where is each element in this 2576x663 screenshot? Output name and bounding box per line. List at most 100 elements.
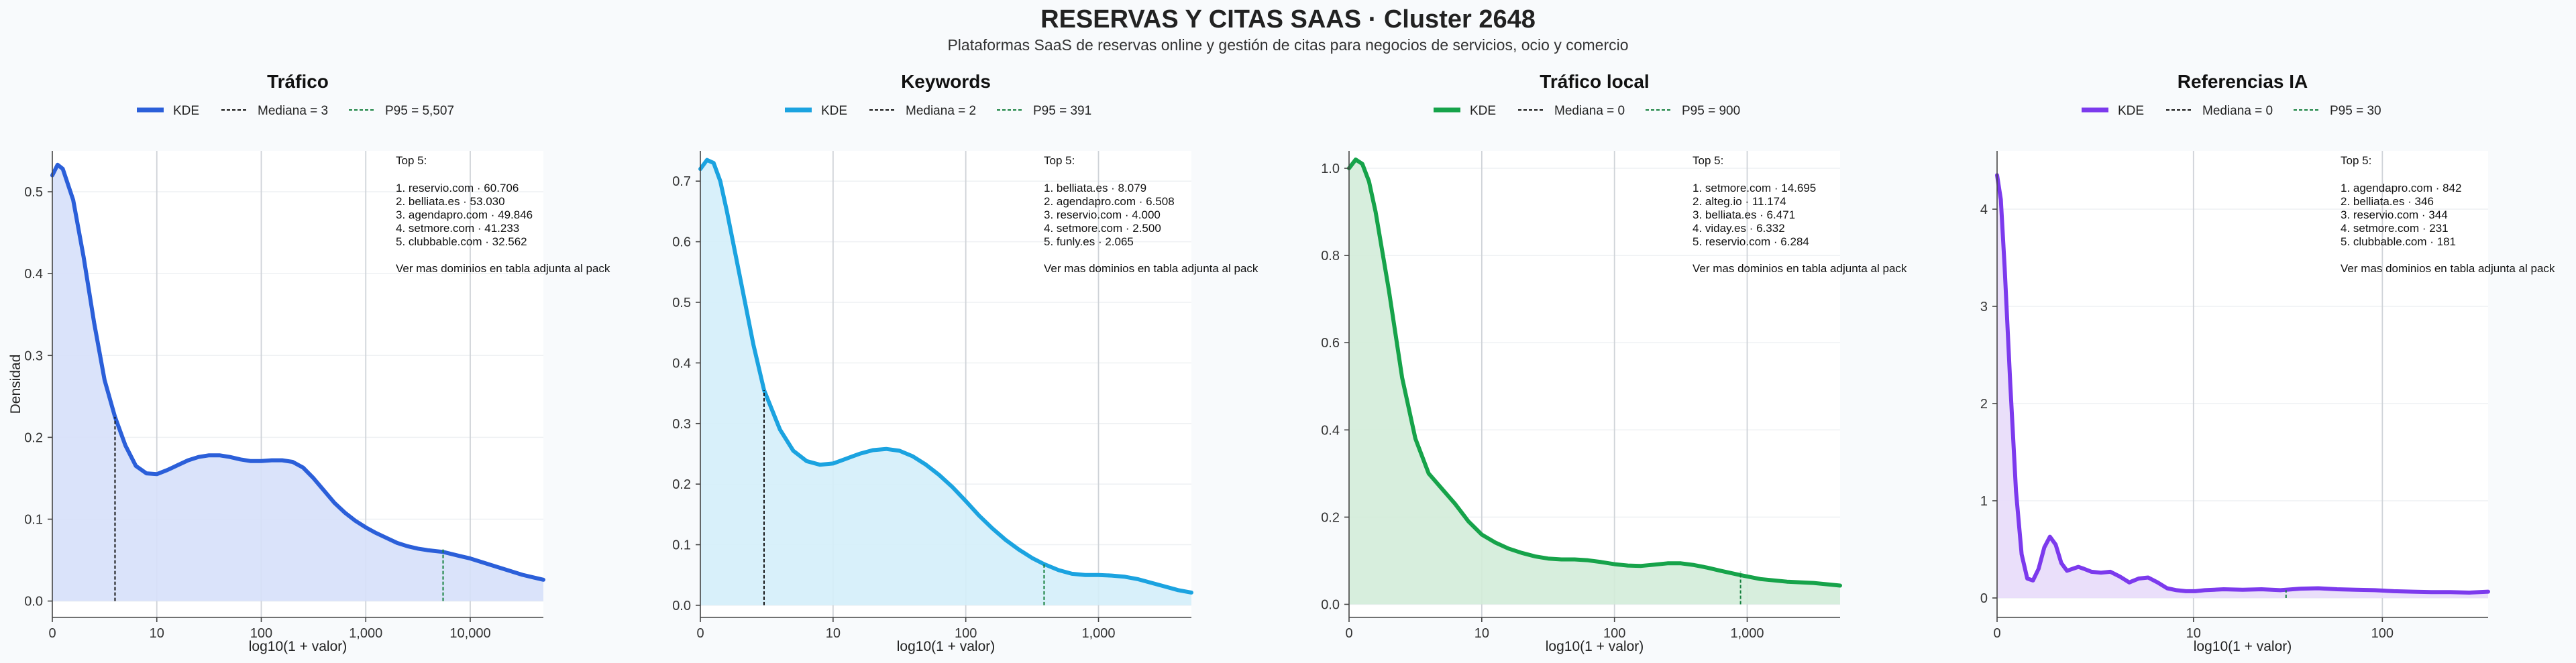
y-tick-label: 0.8 (1321, 249, 1340, 263)
top5-footnote: Ver mas dominios en tabla adjunta al pac… (2341, 262, 2555, 275)
legend-label-median: Mediana = 2 (906, 104, 976, 118)
x-tick-label: 10,000 (449, 626, 490, 641)
panel-title: Referencias IA (2178, 71, 2308, 92)
top5-heading: Top 5: (1693, 154, 1723, 167)
top5-heading: Top 5: (2341, 154, 2371, 167)
top5-item: 1. belliata.es · 8.079 (1044, 182, 1146, 194)
kde-line (50, 162, 545, 582)
x-tick-label: 1,000 (1081, 626, 1115, 641)
kde-area (700, 160, 1191, 605)
x-tick-label: 100 (2371, 626, 2394, 641)
y-tick-label: 1.0 (1321, 162, 1340, 176)
y-tick-label: 0.2 (672, 477, 691, 492)
y-tick-label: 0.4 (24, 267, 43, 282)
top5-item: 2. agendapro.com · 6.508 (1044, 195, 1175, 208)
x-tick-label: 10 (826, 626, 841, 641)
page-subtitle: Plataformas SaaS de reservas online y ge… (947, 36, 1629, 54)
y-tick-label: 4 (1980, 202, 1988, 217)
top5-item: 4. viday.es · 6.332 (1693, 222, 1785, 235)
y-tick-label: 0.1 (672, 538, 691, 553)
top5-footnote: Ver mas dominios en tabla adjunta al pac… (1044, 262, 1258, 275)
panel-title: Tráfico local (1540, 71, 1649, 92)
top5-item: 5. funly.es · 2.065 (1044, 235, 1134, 248)
plot-area (1997, 151, 2488, 617)
x-tick-label: 100 (955, 626, 977, 641)
panel-title: Tráfico (267, 71, 329, 92)
kde-area (52, 164, 543, 601)
legend-label-kde: KDE (173, 104, 199, 118)
kde-area (1349, 160, 1840, 605)
top5-item: 3. reservio.com · 344 (2341, 208, 2448, 221)
page-title: RESERVAS Y CITAS SAAS · Cluster 2648 (1040, 5, 1536, 34)
y-tick-label: 0.2 (1321, 510, 1340, 525)
y-tick-label: 1 (1980, 494, 1988, 509)
y-tick-label: 0 (1980, 591, 1988, 606)
kde-line (1995, 173, 2490, 595)
y-tick-label: 0.4 (672, 356, 691, 371)
y-tick-label: 0.0 (24, 595, 43, 609)
top5-item: 2. belliata.es · 53.030 (396, 195, 505, 208)
y-axis-label: Densidad (8, 355, 23, 414)
legend-label-kde: KDE (1470, 104, 1496, 118)
chart-panel-4: 0 1 2 3 4 0 10 100 log10(1 + valor) Referencias I… (1980, 71, 2555, 654)
top5-item: 1. agendapro.com · 842 (2341, 182, 2462, 194)
y-tick-label: 0.5 (672, 296, 691, 310)
top5-item: 3. agendapro.com · 49.846 (396, 208, 533, 221)
kde-area (1997, 175, 2488, 598)
x-tick-label: 100 (250, 626, 272, 641)
y-tick-label: 0.5 (24, 185, 43, 200)
y-tick-label: 0.2 (24, 430, 43, 445)
y-tick-label: 0.1 (24, 512, 43, 527)
legend-label-median: Mediana = 0 (1554, 104, 1625, 118)
legend-label-kde: KDE (2118, 104, 2144, 118)
y-tick-label: 0.3 (672, 417, 691, 432)
top5-item: 4. setmore.com · 2.500 (1044, 222, 1161, 235)
legend-label-p95: P95 = 30 (2330, 104, 2381, 118)
legend-label-p95: P95 = 5,507 (385, 104, 454, 118)
top5-heading: Top 5: (1044, 154, 1075, 167)
top5-item: 4. setmore.com · 231 (2341, 222, 2449, 235)
x-tick-label: 0 (48, 626, 56, 641)
top5-item: 1. setmore.com · 14.695 (1693, 182, 1816, 194)
x-axis-label: log10(1 + valor) (249, 639, 347, 654)
top5-footnote: Ver mas dominios en tabla adjunta al pac… (396, 262, 610, 275)
top5-item: 4. setmore.com · 41.233 (396, 222, 519, 235)
legend-label-kde: KDE (821, 104, 847, 118)
chart-panel-2: 0.0 0.1 0.2 0.3 0.4 0.5 0.6 0.7 0 10 100 1,000 log10… (672, 71, 1258, 654)
top5-item: 5. reservio.com · 6.284 (1693, 235, 1809, 248)
x-tick-label: 0 (1345, 626, 1352, 641)
panel-title: Keywords (901, 71, 991, 92)
x-axis-label: log10(1 + valor) (897, 639, 996, 654)
legend-label-median: Mediana = 3 (258, 104, 328, 118)
x-tick-label: 1,000 (349, 626, 382, 641)
x-tick-label: 0 (696, 626, 704, 641)
legend-label-median: Mediana = 0 (2202, 104, 2273, 118)
top5-item: 3. belliata.es · 6.471 (1693, 208, 1795, 221)
legend-label-p95: P95 = 391 (1033, 104, 1091, 118)
y-tick-label: 2 (1980, 397, 1988, 412)
top5-item: 5. clubbable.com · 32.562 (396, 235, 527, 248)
top5-item: 1. reservio.com · 60.706 (396, 182, 519, 194)
x-axis-label: log10(1 + valor) (2194, 639, 2292, 654)
y-tick-label: 0.6 (672, 235, 691, 250)
legend-label-p95: P95 = 900 (1682, 104, 1740, 118)
x-tick-label: 100 (1603, 626, 1625, 641)
y-tick-label: 0.0 (1321, 597, 1340, 612)
x-tick-label: 0 (1993, 626, 2000, 641)
y-tick-label: 0.4 (1321, 423, 1340, 438)
chart-panel-3: 0.0 0.2 0.4 0.6 0.8 1.0 0 10 100 1,000 log10(1 + v… (1321, 71, 1907, 654)
y-tick-label: 0.0 (672, 599, 691, 613)
top5-item: 2. alteg.io · 11.174 (1693, 195, 1786, 208)
x-tick-label: 10 (150, 626, 164, 641)
x-tick-label: 1,000 (1730, 626, 1764, 641)
y-tick-label: 0.6 (1321, 336, 1340, 351)
top5-item: 2. belliata.es · 346 (2341, 195, 2434, 208)
y-tick-label: 3 (1980, 300, 1988, 314)
top5-footnote: Ver mas dominios en tabla adjunta al pac… (1693, 262, 1907, 275)
x-tick-label: 10 (1474, 626, 1489, 641)
kde-line (1347, 158, 1842, 588)
top5-item: 5. clubbable.com · 181 (2341, 235, 2456, 248)
x-axis-label: log10(1 + valor) (1546, 639, 1644, 654)
kde-line (698, 158, 1193, 595)
